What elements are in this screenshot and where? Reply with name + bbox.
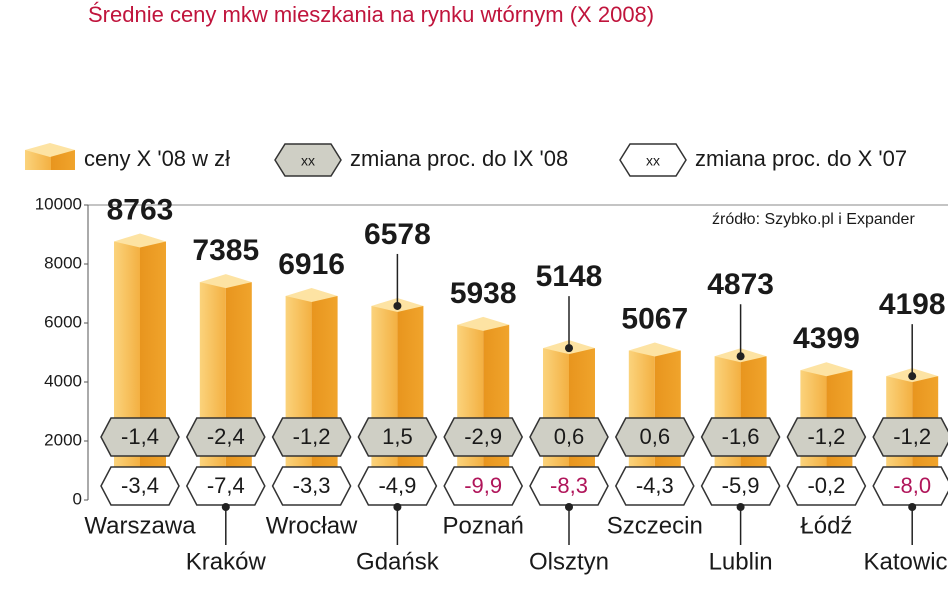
change-badge: [700, 466, 781, 506]
x-tick-label: Poznań: [442, 512, 523, 539]
bar-side: [140, 241, 166, 500]
change-label: 0,6: [554, 424, 585, 449]
change-label: 0,6: [640, 424, 671, 449]
bar-top: [285, 287, 338, 302]
change-badge: [100, 417, 180, 457]
bar-top: [114, 233, 166, 248]
bar-top: [628, 342, 681, 357]
change-label: -3,4: [121, 473, 159, 498]
change-badge: [271, 417, 352, 457]
x-tick-label: Katowice: [864, 548, 948, 575]
bar: [114, 241, 140, 500]
legend-swatch: [25, 143, 75, 157]
change-label: -0,2: [807, 473, 845, 498]
change-badge: [786, 417, 867, 457]
change-label: -1,2: [293, 424, 331, 449]
change-label: 1,5: [382, 424, 413, 449]
y-tick-label: 4000: [44, 371, 82, 390]
legend-label: ceny X '08 w zł: [84, 146, 230, 171]
leader-dot: [393, 503, 402, 511]
change-badge: [700, 417, 781, 457]
change-badge: [443, 466, 524, 506]
bar: [285, 295, 312, 500]
x-tick-label: Warszawa: [84, 512, 196, 539]
change-label: -8,0: [893, 473, 931, 498]
change-badge: [529, 466, 609, 506]
x-tick-label: Szczecin: [607, 512, 703, 539]
change-badge: [357, 466, 438, 506]
leader-dot: [221, 503, 230, 511]
bar-top: [800, 362, 853, 377]
bar: [199, 282, 226, 500]
source-note: źródło: Szybko.pl i Expander: [712, 211, 915, 228]
change-badge: [357, 417, 438, 457]
x-tick-label: Lublin: [709, 548, 773, 575]
leader-dot: [736, 503, 745, 511]
y-tick-label: 6000: [44, 312, 82, 331]
x-tick-label: Gdańsk: [356, 548, 440, 575]
value-label: 6916: [278, 248, 345, 281]
change-label: -1,2: [893, 424, 931, 449]
bar-side: [311, 295, 338, 500]
leader-dot: [565, 344, 573, 353]
leader-dot: [393, 301, 402, 310]
change-badge: [185, 466, 266, 506]
change-label: -9,9: [464, 473, 502, 498]
value-label: 4873: [707, 268, 774, 301]
change-label: -1,6: [722, 424, 760, 449]
change-label: -1,4: [121, 424, 159, 449]
x-tick-label: Olsztyn: [529, 548, 609, 575]
change-label: -2,9: [464, 424, 502, 449]
value-label: 4399: [793, 322, 860, 355]
legend-label: zmiana proc. do IX '08: [350, 146, 568, 171]
change-label: -5,9: [722, 473, 760, 498]
change-badge: [529, 417, 609, 457]
value-label: 4198: [879, 288, 946, 321]
change-badge: [872, 417, 948, 457]
leader-dot: [736, 352, 745, 361]
x-tick-label: Wrocław: [266, 512, 358, 539]
leader-dot: [908, 503, 917, 511]
change-badge: [872, 466, 948, 506]
y-tick-label: 2000: [44, 430, 82, 449]
leader-dot: [565, 503, 573, 511]
change-badge: [271, 466, 352, 506]
legend-marker: [619, 143, 687, 177]
change-label: -4,3: [636, 473, 674, 498]
change-label: -1,2: [807, 424, 845, 449]
legend-marker-label: xx: [646, 153, 660, 169]
value-label: 5938: [450, 277, 517, 310]
change-label: -4,9: [378, 473, 416, 498]
y-tick-label: 10000: [35, 194, 82, 213]
change-badge: [614, 466, 695, 506]
y-tick-label: 0: [73, 489, 82, 508]
legend-marker-label: xx: [301, 153, 315, 169]
value-label: 7385: [192, 234, 259, 267]
change-label: -7,4: [207, 473, 245, 498]
legend-marker: [274, 143, 342, 177]
y-tick-label: 8000: [44, 253, 82, 272]
change-label: -8,3: [550, 473, 588, 498]
value-label: 5148: [536, 260, 603, 293]
legend-label: zmiana proc. do X '07: [695, 146, 907, 171]
change-badge: [100, 466, 180, 506]
bar-top: [199, 274, 252, 289]
change-badge: [185, 417, 266, 457]
x-tick-label: Kraków: [186, 548, 267, 575]
chart-title: Średnie ceny mkw mieszkania na rynku wtó…: [88, 2, 654, 27]
leader-dot: [908, 372, 917, 381]
change-label: -3,3: [293, 473, 331, 498]
bar-top: [457, 316, 510, 331]
bar-side: [225, 282, 252, 500]
change-badge: [443, 417, 524, 457]
change-badge: [786, 466, 867, 506]
value-label: 5067: [621, 302, 688, 335]
value-label: 6578: [364, 218, 431, 251]
value-label: 8763: [107, 193, 174, 226]
change-label: -2,4: [207, 424, 245, 449]
change-badge: [614, 417, 695, 457]
x-tick-label: Łódź: [800, 512, 852, 539]
